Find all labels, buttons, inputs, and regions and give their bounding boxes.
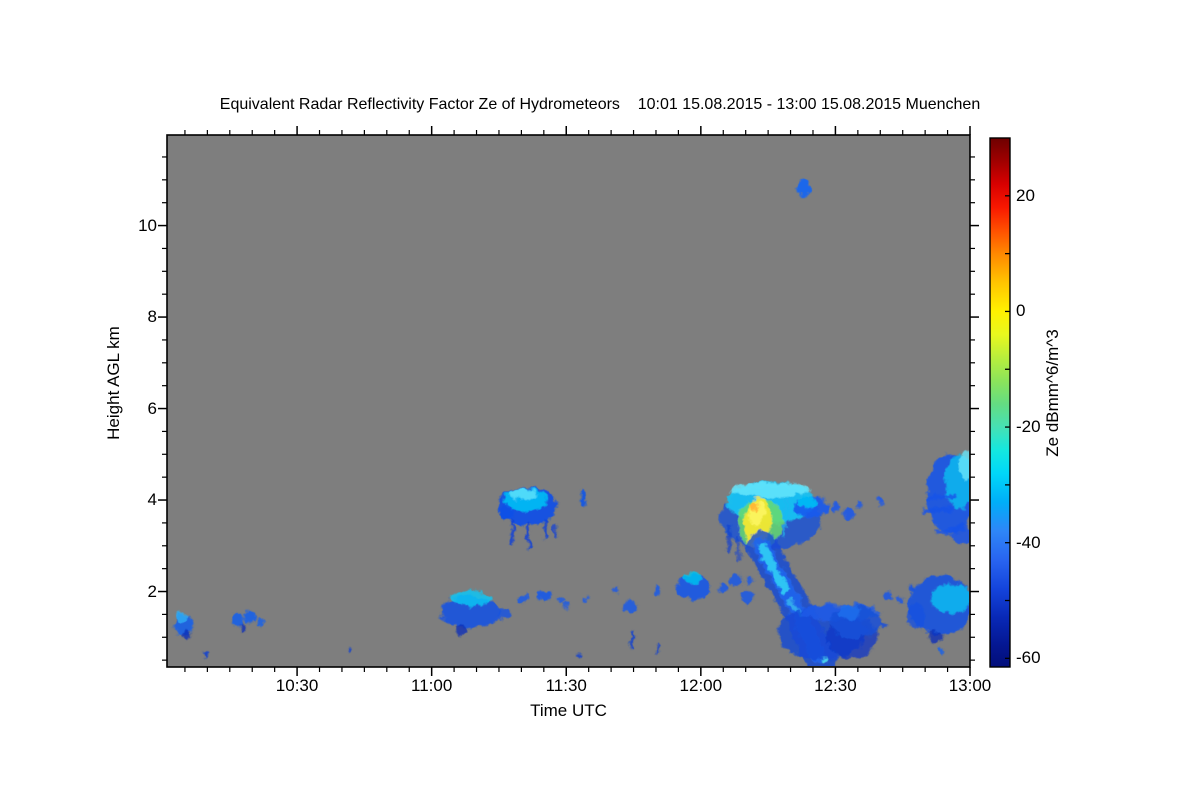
echo-layer: [174, 179, 969, 666]
radar-echo: [895, 596, 905, 605]
radar-echo: [717, 583, 728, 593]
radar-echo: [909, 584, 915, 592]
radar-echo: [177, 612, 187, 622]
axis-layer: [158, 126, 1011, 676]
echo-clip-group: [174, 179, 969, 666]
radar-echo: [231, 613, 244, 627]
radar-echo: [580, 489, 586, 507]
radar-echo: [348, 647, 353, 653]
radar-echo: [745, 576, 754, 586]
radar-echo: [182, 630, 191, 640]
radar-echo: [563, 602, 569, 609]
radar-echo-streak: [757, 541, 789, 594]
radar-echo: [243, 610, 257, 625]
radar-echo: [517, 594, 529, 603]
radar-echo: [500, 503, 514, 520]
radar-echo: [750, 501, 759, 512]
colorbar-gradient: [990, 138, 1010, 667]
radar-echo-streak: [927, 493, 957, 501]
radar-echo: [879, 621, 888, 629]
radar-echo: [884, 591, 894, 601]
radar-echo: [797, 496, 817, 509]
radar-echo: [930, 583, 969, 614]
radar-echo: [831, 501, 840, 512]
radar-echo: [821, 657, 828, 663]
radar-echo: [951, 523, 969, 545]
radar-echo-streak: [921, 506, 955, 515]
plot-area: [167, 135, 970, 667]
radar-echo: [906, 604, 926, 630]
radar-echo: [204, 652, 209, 659]
radar-echo-streak: [725, 523, 733, 555]
radar-echo: [797, 179, 811, 197]
radar-echo: [556, 596, 565, 604]
radar-echo: [741, 591, 755, 603]
radar-echo: [240, 623, 246, 634]
radar-echo: [613, 587, 619, 594]
radar-echo: [577, 652, 582, 658]
radar-echo: [843, 507, 855, 520]
radar-echo: [455, 624, 467, 636]
radar-echo: [536, 590, 553, 600]
radar-echo: [937, 648, 943, 654]
radar-echo: [876, 495, 883, 506]
radar-echo: [729, 482, 810, 498]
radar-echo: [856, 500, 863, 509]
radar-echo: [683, 571, 702, 584]
radar-echo-streak: [734, 535, 742, 561]
radar-echo: [928, 630, 942, 644]
radar-echo: [497, 608, 512, 620]
radar-echo: [509, 488, 537, 500]
radar-echo: [959, 450, 969, 481]
radar-echo: [622, 601, 639, 614]
radar-echo: [729, 573, 742, 587]
colorbar-frame: [989, 137, 1011, 668]
radar-echo: [653, 586, 662, 595]
radar-echo: [838, 604, 860, 620]
axis-frame: [166, 134, 971, 668]
radar-echo: [451, 590, 493, 606]
radar-echo: [582, 597, 589, 604]
radar-echo: [256, 618, 264, 627]
